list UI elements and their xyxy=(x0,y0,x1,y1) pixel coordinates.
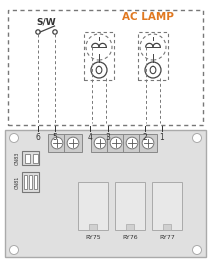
Text: 5: 5 xyxy=(53,133,57,142)
Circle shape xyxy=(67,137,79,149)
FancyBboxPatch shape xyxy=(5,130,206,257)
Text: S/W: S/W xyxy=(36,17,56,27)
FancyBboxPatch shape xyxy=(24,175,27,189)
Text: 3: 3 xyxy=(106,133,110,142)
FancyBboxPatch shape xyxy=(48,134,66,152)
Text: CN83: CN83 xyxy=(15,151,20,165)
FancyBboxPatch shape xyxy=(91,134,109,152)
FancyBboxPatch shape xyxy=(64,134,82,152)
Text: 4: 4 xyxy=(88,133,92,142)
Circle shape xyxy=(110,137,122,149)
FancyBboxPatch shape xyxy=(163,224,171,230)
FancyBboxPatch shape xyxy=(78,182,108,230)
Text: AC LAMP: AC LAMP xyxy=(122,12,174,22)
FancyBboxPatch shape xyxy=(33,154,38,163)
Text: 6: 6 xyxy=(36,133,41,142)
Text: 2: 2 xyxy=(143,133,147,142)
Circle shape xyxy=(192,133,202,142)
Text: CN81: CN81 xyxy=(15,175,20,189)
FancyBboxPatch shape xyxy=(123,134,141,152)
Circle shape xyxy=(9,245,19,255)
Text: RY77: RY77 xyxy=(159,235,175,240)
Text: RY75: RY75 xyxy=(85,235,101,240)
FancyBboxPatch shape xyxy=(107,134,125,152)
Text: RY76: RY76 xyxy=(122,235,138,240)
Circle shape xyxy=(9,133,19,142)
Circle shape xyxy=(126,137,138,149)
FancyBboxPatch shape xyxy=(126,224,134,230)
FancyBboxPatch shape xyxy=(22,172,39,192)
FancyBboxPatch shape xyxy=(115,182,145,230)
Text: 1: 1 xyxy=(160,133,164,142)
FancyBboxPatch shape xyxy=(152,182,182,230)
Circle shape xyxy=(142,137,154,149)
FancyBboxPatch shape xyxy=(25,154,30,163)
FancyBboxPatch shape xyxy=(29,175,32,189)
FancyBboxPatch shape xyxy=(8,10,203,125)
FancyBboxPatch shape xyxy=(34,175,38,189)
Circle shape xyxy=(94,137,106,149)
Circle shape xyxy=(192,245,202,255)
FancyBboxPatch shape xyxy=(89,224,97,230)
FancyBboxPatch shape xyxy=(139,134,157,152)
Circle shape xyxy=(51,137,63,149)
FancyBboxPatch shape xyxy=(22,151,39,165)
